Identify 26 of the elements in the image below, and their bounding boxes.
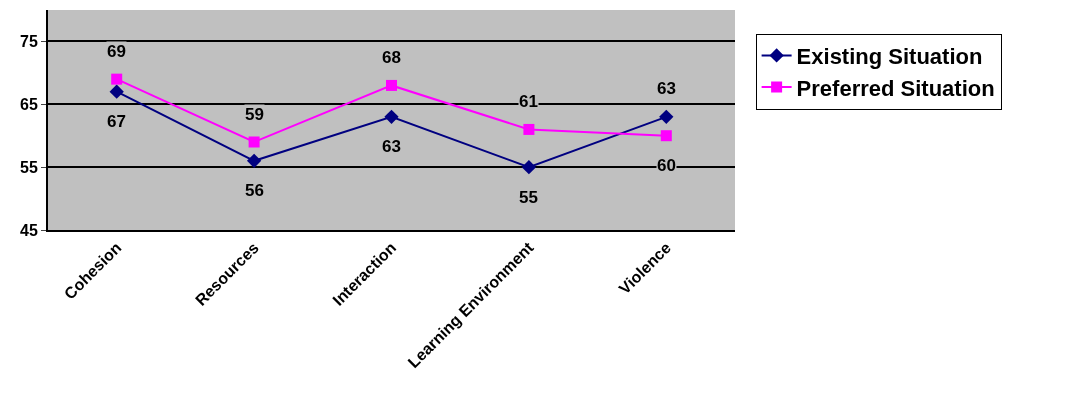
point (246, 153, 262, 169)
point (111, 73, 123, 85)
point (248, 136, 260, 148)
legend-label: Existing Situation (796, 43, 983, 69)
point (660, 130, 672, 142)
y-tick-label: 75 (20, 33, 38, 51)
data-label: 63 (382, 137, 401, 156)
data-label: 59 (245, 105, 264, 124)
data-label: 60 (657, 156, 676, 175)
data-label: 61 (519, 92, 538, 111)
data-label: 55 (519, 188, 538, 207)
data-label: 63 (657, 79, 676, 98)
data-label: 67 (107, 112, 126, 131)
point (384, 109, 399, 125)
data-label: 69 (107, 42, 126, 61)
point (523, 123, 535, 135)
legend-label: Preferred Situation (796, 75, 995, 101)
data-label: 68 (382, 48, 401, 67)
point (521, 159, 537, 175)
y-tick-label: 55 (20, 158, 38, 176)
point (109, 84, 124, 99)
point (386, 79, 397, 91)
point (659, 109, 674, 125)
y-tick-label: 65 (20, 95, 38, 113)
data-label: 56 (245, 181, 264, 200)
y-tick-label: 45 (20, 221, 38, 239)
